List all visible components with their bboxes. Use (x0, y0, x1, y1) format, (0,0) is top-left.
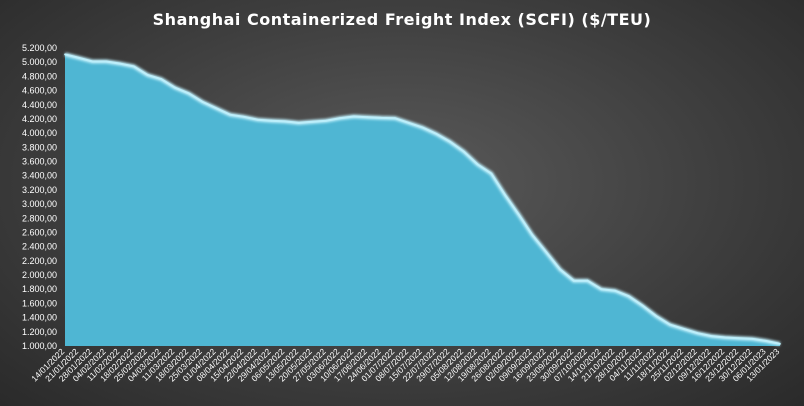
data-point (352, 115, 355, 118)
series-area (65, 54, 780, 347)
y-tick-label: 3.800,00 (22, 142, 57, 152)
data-point (641, 304, 644, 307)
data-point (366, 116, 369, 119)
data-point (187, 92, 190, 95)
y-tick-label: 5.200,00 (22, 43, 57, 53)
data-point (77, 57, 80, 59)
data-point (669, 323, 671, 326)
y-tick-label: 5.000,00 (22, 57, 57, 67)
y-tick-label: 4.800,00 (22, 71, 57, 81)
y-tick-label: 3.600,00 (22, 157, 57, 167)
y-tick-label: 3.200,00 (22, 185, 57, 195)
y-tick-label: 1.000,00 (22, 341, 57, 351)
chart-title: Shanghai Containerized Freight Index (SC… (152, 10, 652, 29)
data-point (696, 332, 699, 335)
data-point (297, 122, 300, 124)
data-point (160, 78, 163, 81)
data-point (229, 113, 231, 116)
data-point (421, 126, 424, 129)
data-point (600, 288, 603, 291)
data-point (311, 120, 314, 123)
data-point (242, 115, 245, 118)
y-tick-label: 2.400,00 (22, 242, 57, 252)
data-point (407, 122, 410, 124)
y-tick-label: 1.400,00 (22, 313, 57, 323)
data-point (682, 328, 685, 330)
y-tick-label: 3.400,00 (22, 171, 57, 181)
y-tick-label: 1.800,00 (22, 284, 57, 294)
data-point (504, 194, 506, 196)
data-point (201, 101, 204, 103)
y-tick-label: 2.800,00 (22, 213, 57, 223)
data-point (380, 117, 383, 119)
data-point (724, 336, 726, 339)
data-point (256, 118, 259, 121)
data-point (119, 62, 121, 65)
data-point (545, 251, 548, 254)
data-point (737, 337, 740, 340)
data-point (559, 268, 561, 271)
y-tick-label: 2.600,00 (22, 227, 57, 237)
y-tick-label: 1.200,00 (22, 327, 57, 337)
data-point (174, 86, 176, 89)
y-tick-label: 2.000,00 (22, 270, 57, 280)
data-point (64, 53, 66, 56)
y-tick-label: 4.400,00 (22, 100, 57, 110)
data-point (531, 234, 534, 237)
data-point (710, 335, 713, 337)
data-point (394, 117, 396, 120)
data-point (435, 133, 438, 135)
y-tick-label: 4.000,00 (22, 128, 57, 138)
x-axis: 14/01/202221/01/202228/01/202204/02/2022… (29, 346, 781, 383)
plot-area (64, 52, 781, 347)
data-point (270, 119, 273, 122)
data-point (105, 60, 108, 63)
data-point (476, 163, 479, 166)
data-point (215, 107, 218, 110)
data-point (339, 117, 341, 120)
y-tick-label: 4.600,00 (22, 86, 57, 96)
y-tick-label: 2.200,00 (22, 256, 57, 266)
y-tick-label: 4.200,00 (22, 114, 57, 124)
data-point (449, 140, 451, 143)
data-point (132, 65, 135, 68)
data-point (490, 172, 493, 175)
data-point (779, 343, 781, 345)
data-point (655, 315, 658, 318)
data-point (765, 340, 768, 342)
data-point (751, 338, 754, 340)
data-point (284, 120, 286, 123)
data-point (462, 150, 465, 153)
data-point (325, 119, 328, 122)
y-tick-label: 3.000,00 (22, 199, 57, 209)
data-point (146, 74, 149, 76)
data-point (517, 213, 520, 216)
data-point (586, 279, 589, 282)
y-tick-label: 1.600,00 (22, 298, 57, 308)
data-point (572, 279, 575, 282)
data-point (614, 289, 616, 292)
y-axis: 1.000,00 1.200,00 1.400,00 1.600,00 1.800,00… (22, 43, 57, 351)
data-point (627, 295, 630, 298)
data-point (91, 60, 94, 63)
